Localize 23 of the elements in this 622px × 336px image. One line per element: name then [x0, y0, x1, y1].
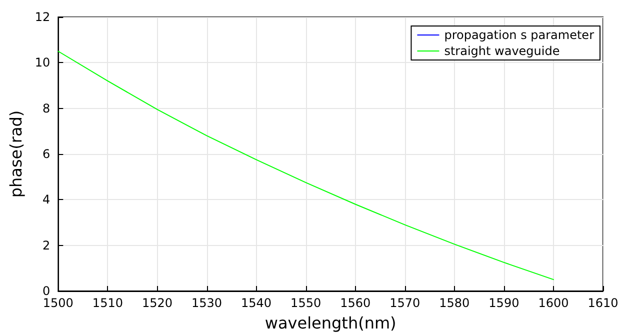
y-tick-label: 2: [42, 238, 50, 252]
x-tick-label: 1570: [390, 296, 420, 310]
legend-label: straight waveguide: [444, 44, 560, 58]
x-tick-label: 1550: [290, 296, 322, 310]
x-tick-label: 1560: [340, 296, 371, 310]
x-tick-label: 1600: [538, 296, 569, 310]
x-tick-label: 1590: [488, 296, 520, 310]
y-axis-title: phase(rad): [6, 110, 26, 198]
x-tick-label: 1610: [588, 296, 618, 310]
y-tick-label: 8: [42, 101, 50, 116]
y-tick-label: 0: [42, 284, 50, 298]
x-tick-label: 1500: [42, 296, 74, 310]
y-tick-label: 6: [42, 147, 50, 161]
legend-label: propagation s parameter: [444, 28, 594, 42]
y-tick-label: 10: [34, 56, 50, 70]
x-tick-label: 1510: [92, 296, 123, 310]
x-axis-title: wavelength(nm): [264, 314, 396, 332]
x-tick-label: 1540: [241, 296, 272, 310]
x-tick-label: 1530: [191, 296, 222, 310]
y-tick-label: 4: [42, 192, 50, 207]
y-tick-label: 12: [34, 10, 50, 24]
x-tick-label: 1580: [439, 296, 470, 310]
x-tick-label: 1520: [142, 296, 173, 310]
